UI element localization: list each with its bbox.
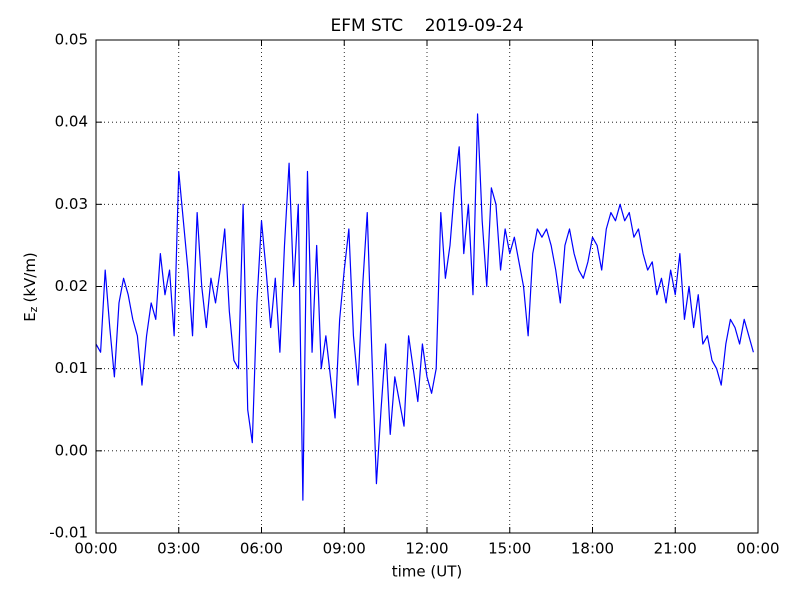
y-label-unit: (kV/m) — [21, 252, 39, 302]
x-tick-label: 18:00 — [571, 540, 614, 558]
x-tick-label: 03:00 — [157, 540, 200, 558]
x-tick-label: 15:00 — [488, 540, 531, 558]
y-tick-label: 0.01 — [55, 359, 88, 377]
y-tick-label: 0.02 — [55, 277, 88, 295]
x-tick-label: 09:00 — [323, 540, 366, 558]
y-tick-label: 0.03 — [55, 195, 88, 213]
x-axis-label: time (UT) — [392, 563, 463, 581]
x-tick-label: 06:00 — [240, 540, 283, 558]
x-tick-label: 12:00 — [405, 540, 448, 558]
y-axis-label: Ez (kV/m) — [21, 252, 41, 322]
data-line — [95, 113, 754, 501]
plot-frame — [95, 39, 759, 534]
chart-title: EFM STC 2019-09-24 — [330, 16, 523, 36]
y-label-main: E — [21, 312, 39, 321]
y-label-sub: z — [27, 306, 40, 312]
y-tick-label: 0.05 — [55, 31, 88, 49]
y-tick-label: 0.00 — [55, 441, 88, 459]
y-tick-label: -0.01 — [49, 524, 88, 542]
x-tick-label: 21:00 — [654, 540, 697, 558]
y-tick-label: 0.04 — [55, 113, 88, 131]
x-tick-label: 00:00 — [736, 540, 779, 558]
x-tick-label: 00:00 — [74, 540, 117, 558]
